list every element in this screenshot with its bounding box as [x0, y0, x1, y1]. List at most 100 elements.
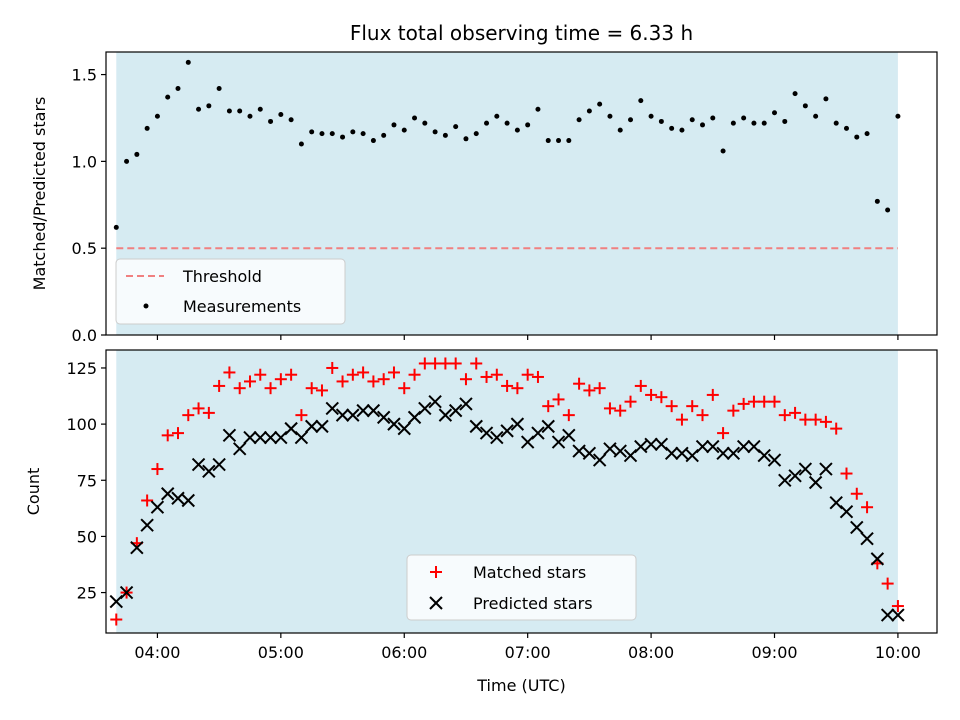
predicted-stars-point	[562, 428, 576, 443]
predicted-stars-point	[603, 442, 617, 456]
predicted-stars-point	[304, 419, 319, 434]
measurement-point	[504, 120, 510, 126]
predicted-stars-point	[860, 531, 874, 546]
ratio-axes-frame	[105, 51, 938, 336]
y-tick-label: 0.0	[72, 326, 97, 345]
measurement-point	[309, 129, 315, 135]
predicted-stars-point	[397, 421, 411, 436]
matched-stars-point	[634, 379, 647, 392]
matched-stars-point	[192, 402, 205, 415]
ratio-legend: Threshold Measurements	[115, 258, 346, 325]
measurement-point	[514, 127, 520, 133]
matched-stars-point	[542, 400, 555, 413]
predicted-stars-point	[819, 462, 833, 476]
matched-stars-point	[655, 391, 668, 404]
measurement-point	[185, 59, 191, 65]
measurement-point	[381, 132, 387, 138]
predicted-stars-point	[490, 430, 504, 445]
measurement-point	[556, 138, 562, 144]
predicted-stars-point	[161, 487, 175, 501]
measurement-point	[525, 122, 531, 128]
legend-label-matched: Matched stars	[473, 563, 586, 582]
matched-stars-point	[213, 379, 226, 392]
predicted-stars-point	[582, 446, 597, 461]
matched-stars-point	[233, 382, 246, 395]
matched-stars-point	[737, 397, 750, 410]
matched-stars-point	[295, 409, 308, 422]
measurement-point	[401, 127, 407, 133]
matched-stars-point	[315, 384, 328, 397]
matched-stars-point	[768, 395, 781, 408]
measurement-point	[874, 198, 880, 204]
measurement-point	[648, 113, 654, 119]
measurement-point	[689, 117, 695, 123]
ratio-y-ticks: 0.0 0.5 1.0 1.5	[72, 66, 106, 345]
matched-stars-point	[675, 413, 688, 426]
predicted-stars-point	[500, 424, 514, 438]
y-tick-label: 125	[66, 359, 97, 378]
predicted-stars-point	[202, 464, 216, 478]
predicted-stars-point	[438, 408, 453, 422]
measurement-point	[134, 151, 140, 157]
predicted-stars-point	[150, 500, 165, 514]
measurement-point	[288, 117, 294, 123]
matched-stars-point	[490, 368, 503, 381]
matched-stars-point	[665, 400, 678, 413]
matched-stars-point	[840, 467, 853, 480]
matched-stars-point	[182, 409, 195, 422]
measurement-point	[772, 110, 778, 116]
matched-stars-point	[758, 395, 771, 408]
measurement-point	[792, 91, 798, 97]
predicted-stars-point	[130, 540, 144, 555]
measurement-point	[412, 115, 418, 121]
ratio-points	[113, 59, 901, 230]
measurement-point	[463, 136, 469, 142]
x-tick-label: 06:00	[381, 643, 427, 662]
measurement-point	[700, 122, 706, 128]
count-y-ticks: 25 50 75 100 125	[66, 359, 106, 603]
measurements-legend-swatch	[143, 303, 149, 309]
chart-title: Flux total observing time = 6.33 h	[350, 21, 693, 45]
measurement-point	[833, 120, 839, 126]
matched-stars-point	[449, 357, 462, 370]
matched-stars-point	[336, 375, 349, 388]
matched-stars-point	[552, 393, 565, 406]
legend-label-predicted: Predicted stars	[473, 594, 593, 613]
measurement-point	[124, 158, 130, 164]
measurement-point	[730, 120, 736, 126]
predicted-stars-point	[376, 410, 391, 425]
measurement-point	[586, 108, 592, 114]
measurement-point	[278, 112, 284, 118]
y-tick-label: 50	[77, 527, 97, 546]
x-tick-label: 04:00	[134, 643, 180, 662]
measurement-point	[473, 131, 479, 137]
measurement-point	[782, 118, 788, 124]
predicted-stars-point	[613, 444, 627, 458]
predicted-stars-point	[171, 491, 185, 505]
measurement-point	[453, 124, 459, 130]
matched-stars-point	[706, 388, 719, 401]
measurement-point	[216, 85, 222, 91]
y-tick-label: 25	[77, 584, 97, 603]
matched-stars-point	[274, 373, 287, 386]
x-tick-label: 05:00	[258, 643, 304, 662]
predicted-stars-point	[191, 457, 206, 472]
measurement-point	[802, 103, 808, 109]
matched-stars-point	[398, 382, 411, 395]
matched-stars-point	[521, 368, 534, 381]
measurement-point	[710, 115, 716, 121]
measurement-point	[885, 207, 891, 213]
matched-stars-point	[881, 577, 894, 590]
measurement-point	[823, 96, 829, 102]
measurement-point	[761, 120, 767, 126]
predicted-stars-point	[695, 439, 710, 454]
measurement-point	[864, 131, 870, 137]
predicted-stars-point	[212, 457, 226, 472]
measurement-point	[247, 113, 253, 119]
matched-stars-point	[573, 377, 586, 390]
matched-stars-point	[727, 404, 740, 417]
matched-stars-point	[696, 409, 709, 422]
measurement-point	[843, 125, 849, 131]
measurement-point	[535, 106, 541, 112]
matched-stars-point	[850, 487, 863, 500]
